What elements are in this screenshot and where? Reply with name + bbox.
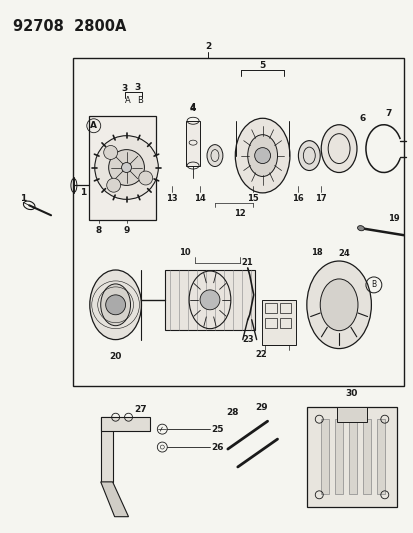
Text: 17: 17: [315, 194, 326, 203]
Bar: [348, 419, 356, 494]
Ellipse shape: [206, 144, 222, 166]
Text: 5: 5: [259, 61, 265, 69]
Text: 15: 15: [246, 194, 258, 203]
Text: 28: 28: [226, 408, 238, 417]
Text: 2: 2: [204, 42, 211, 51]
Text: 4: 4: [190, 104, 196, 114]
Text: 9: 9: [123, 225, 129, 235]
Text: 1: 1: [80, 188, 86, 197]
Ellipse shape: [298, 141, 320, 171]
Text: 1: 1: [20, 194, 26, 203]
Ellipse shape: [100, 284, 130, 326]
Text: B: B: [137, 96, 143, 106]
Bar: [73, 58, 403, 386]
Circle shape: [108, 150, 144, 185]
Text: 21: 21: [241, 257, 253, 266]
Bar: [100, 417, 112, 482]
Ellipse shape: [320, 279, 357, 330]
Text: 20: 20: [109, 352, 121, 361]
Bar: [336, 407, 366, 422]
Text: 30: 30: [345, 389, 357, 398]
Text: 18: 18: [311, 247, 322, 256]
Text: 13: 13: [166, 194, 178, 203]
Text: A: A: [90, 121, 97, 130]
Text: 16: 16: [292, 194, 304, 203]
Text: 92708  2800A: 92708 2800A: [13, 19, 126, 34]
Circle shape: [107, 178, 120, 192]
Bar: [376, 419, 384, 494]
Ellipse shape: [235, 118, 289, 193]
Bar: [186, 121, 199, 166]
Bar: [279, 318, 291, 328]
Text: 3: 3: [121, 84, 127, 93]
Text: 24: 24: [337, 248, 349, 257]
Circle shape: [138, 171, 152, 185]
Ellipse shape: [247, 135, 277, 176]
Circle shape: [95, 136, 158, 199]
Text: A: A: [124, 96, 130, 106]
Circle shape: [105, 295, 125, 315]
Circle shape: [254, 148, 270, 164]
Ellipse shape: [320, 125, 356, 173]
Bar: [362, 419, 370, 494]
Ellipse shape: [357, 225, 363, 231]
Text: 25: 25: [211, 425, 223, 434]
Text: 6: 6: [359, 114, 365, 123]
Ellipse shape: [306, 261, 370, 349]
Circle shape: [104, 146, 117, 159]
Bar: [335, 419, 342, 494]
Text: 19: 19: [387, 214, 399, 223]
Text: B: B: [370, 280, 375, 289]
Circle shape: [199, 290, 219, 310]
Text: 8: 8: [95, 225, 102, 235]
Text: 7: 7: [385, 109, 391, 118]
Text: 27: 27: [134, 405, 146, 414]
Bar: [88, 116, 156, 220]
Bar: [100, 417, 150, 431]
Circle shape: [121, 163, 131, 173]
Bar: [306, 407, 396, 507]
Text: 12: 12: [233, 209, 245, 218]
Polygon shape: [100, 482, 128, 516]
Bar: [261, 300, 296, 345]
Bar: [320, 419, 328, 494]
Bar: [264, 303, 276, 313]
Text: 22: 22: [255, 350, 267, 359]
Bar: [279, 303, 291, 313]
Bar: [165, 270, 254, 330]
Text: 14: 14: [194, 194, 205, 203]
Text: 4: 4: [190, 103, 196, 112]
Ellipse shape: [90, 270, 141, 340]
Bar: [264, 318, 276, 328]
Text: 26: 26: [211, 442, 223, 451]
Text: 10: 10: [179, 247, 190, 256]
Text: 23: 23: [241, 335, 253, 344]
Text: 29: 29: [255, 403, 267, 412]
Text: 3: 3: [134, 84, 140, 92]
